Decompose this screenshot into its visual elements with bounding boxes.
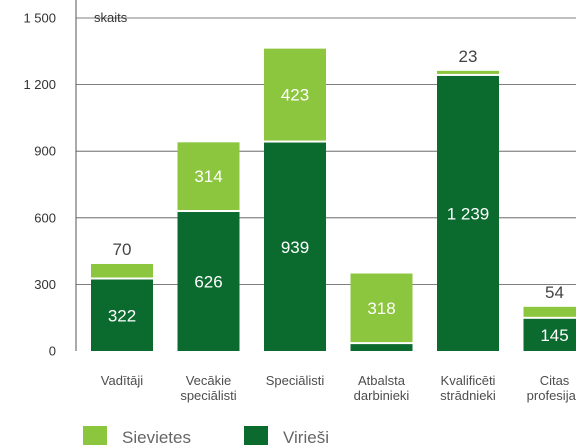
legend: Sievietes Virieši	[83, 426, 329, 447]
y-tick-label: 1 200	[23, 77, 56, 92]
bar-group: 1 239 23	[437, 47, 499, 351]
x-category-label: Atbalsta darbinieki	[354, 373, 410, 403]
x-category-label: Speciālisti	[266, 373, 325, 388]
bar-group: 318	[351, 274, 413, 351]
data-label-sievietes: 23	[459, 47, 478, 66]
category-labels: Vadītāji Vecākie speciālisti Speciālisti Atb…	[101, 373, 576, 403]
legend-item: Sievietes	[83, 426, 191, 447]
y-tick-label: 1 500	[23, 11, 56, 26]
data-label-virieši: 939	[281, 238, 309, 257]
legend-label: Virieši	[283, 428, 329, 447]
bar-group: 322 70	[91, 240, 153, 351]
y-unit-label: skaits	[94, 10, 128, 25]
legend-swatch	[244, 426, 268, 445]
data-label-sievietes: 423	[281, 86, 309, 105]
x-category-label: Vadītāji	[101, 373, 144, 388]
legend-label: Sievietes	[122, 428, 191, 447]
x-category-label: Vecākie speciālisti	[180, 373, 236, 403]
bar-virieši	[351, 344, 413, 351]
data-label-virieši: 1 239	[447, 204, 490, 223]
bar-sievietes	[91, 264, 153, 278]
bar-sievietes	[437, 71, 499, 74]
y-axis: 0 300 600 900 1 200 1 500	[23, 0, 76, 359]
bar-sievietes	[524, 307, 576, 317]
data-label-sievietes: 314	[194, 167, 222, 186]
y-tick-label: 300	[34, 277, 56, 292]
x-category-label: Kvalificēti strādnieki	[440, 373, 496, 403]
data-label-virieši: 626	[194, 273, 222, 292]
data-label-virieši: 145	[540, 326, 568, 345]
data-label-sievietes: 70	[113, 240, 132, 259]
y-tick-label: 600	[34, 210, 56, 225]
y-tick-label: 900	[34, 144, 56, 159]
bar-group: 626 314	[178, 142, 240, 351]
bar-group: 939 423	[264, 49, 326, 351]
x-category-label: Citasprofesijas	[527, 373, 576, 403]
bars: 322 70 626 314 939 423 318 1 239 23 145 54	[91, 47, 576, 351]
bar-group: 145 54	[524, 283, 576, 351]
data-label-sievietes: 54	[545, 283, 564, 302]
legend-swatch	[83, 426, 107, 445]
legend-item: Virieši	[244, 426, 329, 447]
data-label-virieši: 322	[108, 306, 136, 325]
data-label-sievietes: 318	[367, 299, 395, 318]
y-tick-label: 0	[49, 344, 56, 359]
